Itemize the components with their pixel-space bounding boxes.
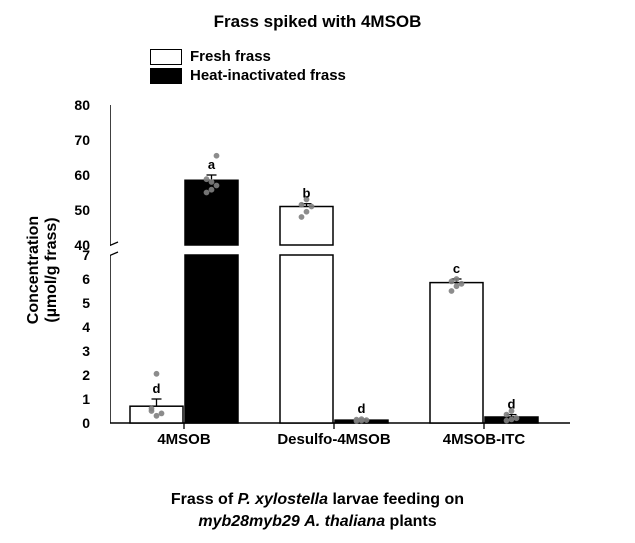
chart-svg: d a b d c d — [110, 105, 570, 445]
x-axis-label-line1: Frass of P. xylostella larvae feeding on — [0, 491, 635, 509]
x-axis-label-line2: myb28myb29 A. thaliana plants — [0, 513, 635, 531]
legend-swatch-heat — [150, 68, 182, 84]
category-label: 4MSOB — [124, 431, 244, 448]
legend-item-fresh: Fresh frass — [150, 48, 346, 65]
legend-item-heat: Heat-inactivated frass — [150, 67, 346, 84]
category-label: 4MSOB-ITC — [424, 431, 544, 448]
y-axis-label: Concentration(µmol/g frass) — [25, 100, 61, 440]
plot-area: d a b d c d — [110, 105, 570, 445]
svg-text:a: a — [208, 157, 216, 172]
svg-text:b: b — [303, 186, 311, 201]
svg-text:d: d — [358, 401, 366, 416]
svg-text:d: d — [508, 397, 516, 412]
legend-label-heat: Heat-inactivated frass — [190, 67, 346, 84]
svg-text:c: c — [453, 261, 460, 276]
svg-text:d: d — [153, 381, 161, 396]
legend: Fresh frass Heat-inactivated frass — [150, 48, 346, 86]
legend-swatch-fresh — [150, 49, 182, 65]
category-label: Desulfo-4MSOB — [274, 431, 394, 448]
legend-label-fresh: Fresh frass — [190, 48, 271, 65]
chart-title: Frass spiked with 4MSOB — [0, 12, 635, 32]
chart-container: Frass spiked with 4MSOB Fresh frass Heat… — [0, 0, 635, 543]
